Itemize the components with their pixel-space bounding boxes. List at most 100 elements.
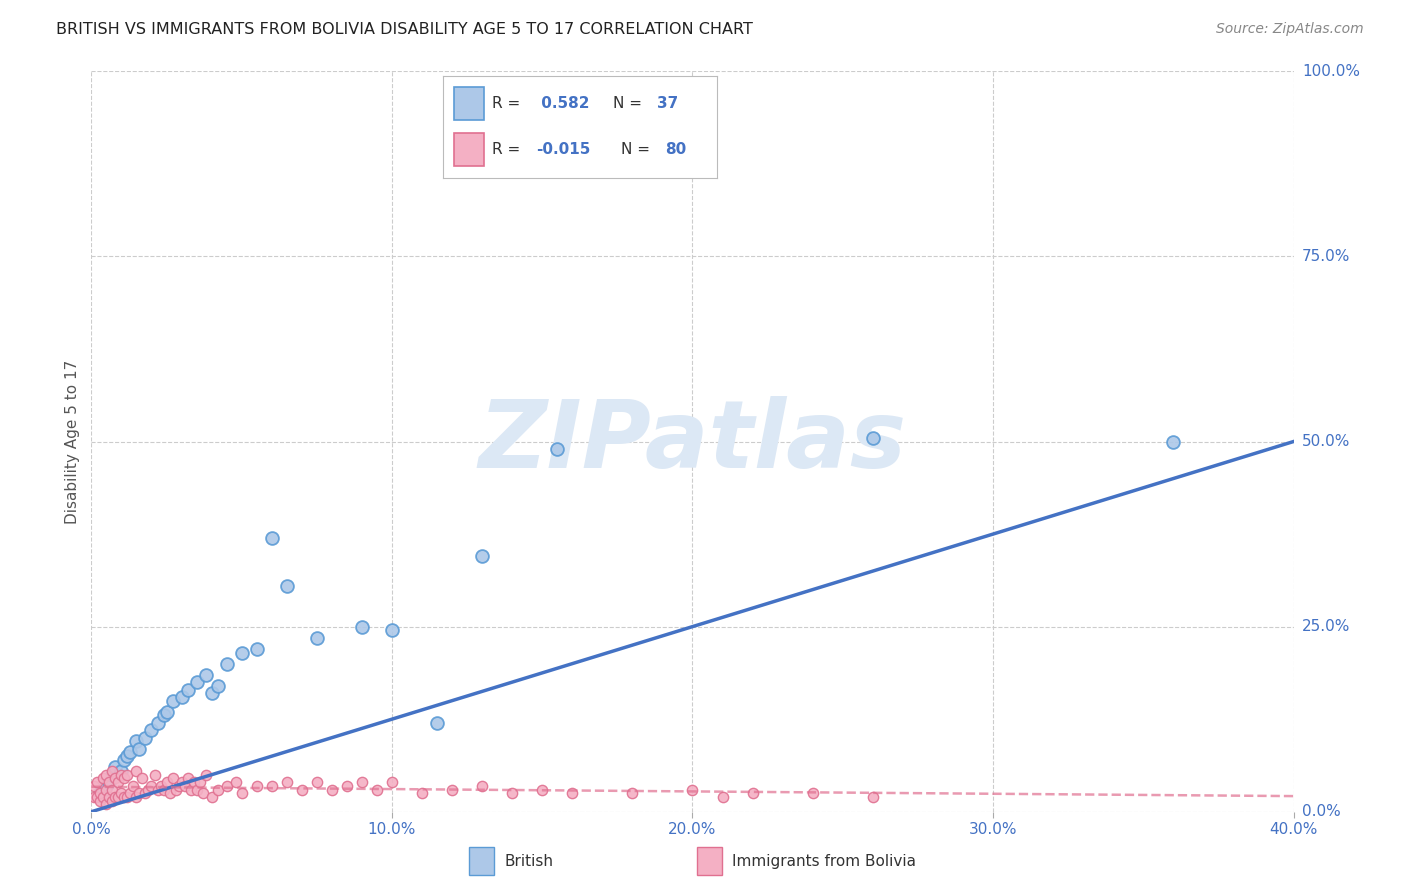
Point — [117, 789, 139, 804]
Point — [110, 786, 132, 800]
Point — [134, 731, 156, 745]
Point — [141, 723, 163, 738]
Point — [207, 679, 229, 693]
Point — [183, 775, 205, 789]
Point — [276, 579, 298, 593]
Point — [86, 775, 108, 789]
Point — [93, 772, 115, 786]
Point — [225, 775, 247, 789]
Point — [93, 782, 115, 797]
Point — [862, 431, 884, 445]
Point — [122, 779, 145, 793]
Point — [305, 631, 328, 645]
Text: R =: R = — [492, 96, 520, 111]
Point — [96, 767, 118, 781]
Text: 37: 37 — [657, 96, 678, 111]
Point — [128, 741, 150, 756]
Point — [120, 786, 142, 800]
Point — [170, 775, 193, 789]
Point — [305, 775, 328, 789]
Point — [711, 789, 734, 804]
Point — [101, 767, 124, 781]
Point — [186, 782, 208, 797]
Text: 0.582: 0.582 — [536, 96, 589, 111]
Point — [426, 715, 449, 730]
Point — [110, 767, 132, 781]
Point — [207, 782, 229, 797]
Point — [260, 779, 283, 793]
Point — [131, 772, 153, 786]
Point — [231, 646, 253, 660]
Point — [149, 779, 172, 793]
Text: 0.0%: 0.0% — [1302, 805, 1340, 819]
Point — [120, 746, 142, 760]
Point — [96, 782, 118, 797]
Point — [104, 772, 127, 786]
Point — [101, 782, 124, 797]
Point — [83, 779, 105, 793]
Point — [381, 624, 404, 638]
Text: 50.0%: 50.0% — [1302, 434, 1350, 449]
Point — [143, 767, 166, 781]
Point — [114, 772, 136, 786]
Point — [128, 786, 150, 800]
Text: R =: R = — [492, 142, 520, 157]
Text: N =: N = — [621, 142, 650, 157]
Text: Source: ZipAtlas.com: Source: ZipAtlas.com — [1216, 22, 1364, 37]
Bar — [454, 87, 484, 120]
Point — [321, 782, 343, 797]
Point — [381, 775, 404, 789]
Point — [201, 686, 224, 700]
Point — [276, 775, 298, 789]
Point — [125, 734, 148, 748]
Point — [165, 782, 187, 797]
Text: -0.015: -0.015 — [536, 142, 591, 157]
Point — [1161, 434, 1184, 449]
Point — [862, 789, 884, 804]
Point — [117, 749, 139, 764]
Point — [107, 789, 129, 804]
Point — [107, 775, 129, 789]
Point — [104, 760, 127, 774]
Text: 80: 80 — [665, 142, 686, 157]
Point — [162, 772, 184, 786]
Point — [152, 782, 174, 797]
Point — [86, 789, 108, 804]
Point — [471, 549, 494, 564]
Point — [561, 786, 583, 800]
Point — [159, 786, 181, 800]
Point — [440, 782, 463, 797]
Point — [215, 779, 238, 793]
Point — [83, 789, 105, 804]
Point — [336, 779, 359, 793]
Point — [188, 775, 211, 789]
Point — [194, 667, 217, 681]
Point — [146, 782, 169, 797]
Point — [125, 789, 148, 804]
Point — [546, 442, 568, 456]
Bar — [454, 133, 484, 166]
Point — [138, 782, 160, 797]
Point — [98, 775, 121, 789]
Text: Immigrants from Bolivia: Immigrants from Bolivia — [733, 854, 917, 869]
Point — [231, 786, 253, 800]
Point — [471, 779, 494, 793]
Point — [260, 531, 283, 545]
Text: BRITISH VS IMMIGRANTS FROM BOLIVIA DISABILITY AGE 5 TO 17 CORRELATION CHART: BRITISH VS IMMIGRANTS FROM BOLIVIA DISAB… — [56, 22, 754, 37]
Point — [186, 675, 208, 690]
Point — [350, 775, 373, 789]
Point — [801, 786, 824, 800]
Point — [89, 794, 111, 808]
Point — [155, 775, 177, 789]
Text: ZIPatlas: ZIPatlas — [478, 395, 907, 488]
Point — [180, 782, 202, 797]
Point — [741, 786, 763, 800]
Point — [155, 705, 177, 719]
Point — [101, 764, 124, 778]
Point — [176, 682, 198, 697]
Point — [350, 619, 373, 633]
Point — [170, 690, 193, 704]
Text: N =: N = — [613, 96, 643, 111]
Point — [167, 779, 190, 793]
Point — [162, 694, 184, 708]
